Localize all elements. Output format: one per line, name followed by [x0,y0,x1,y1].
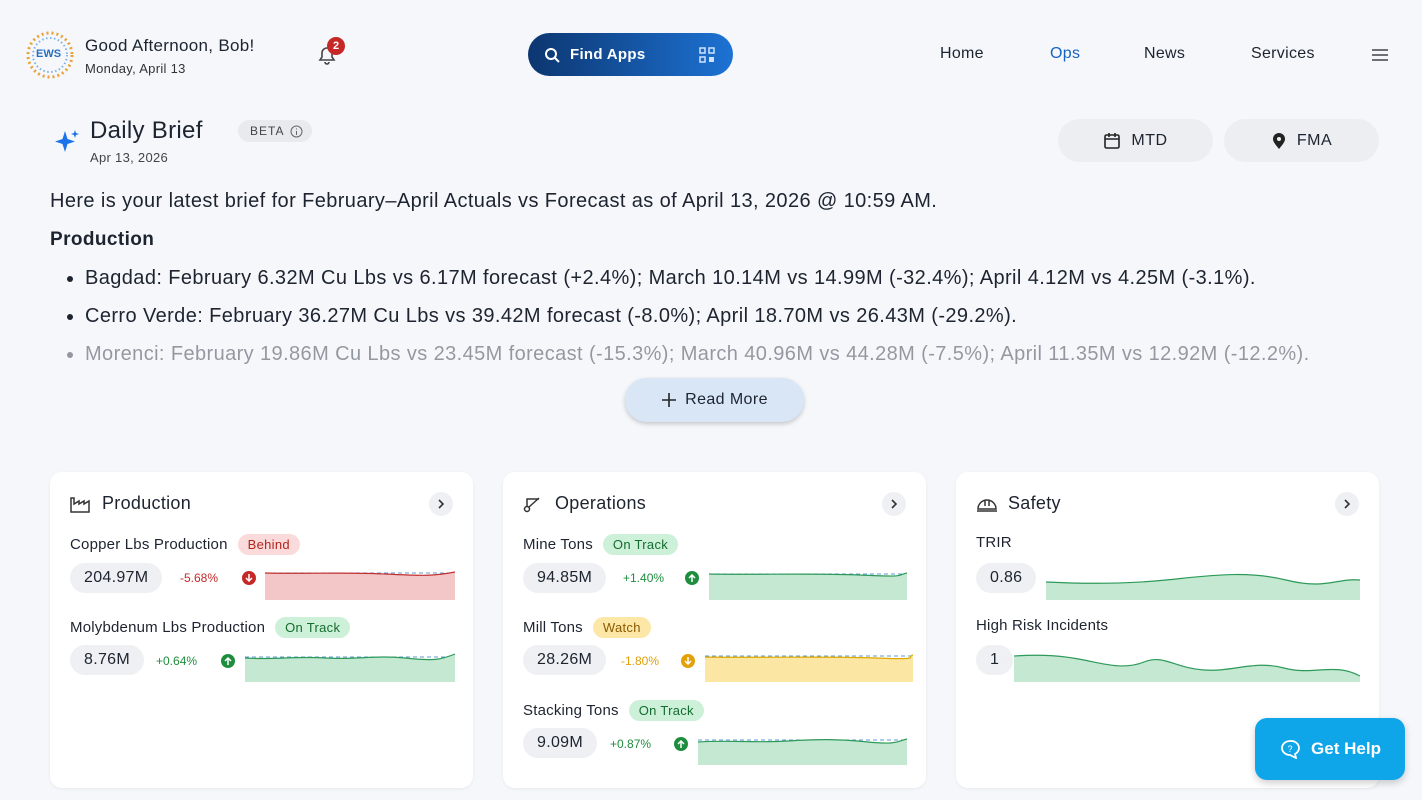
sparkline [265,571,455,600]
greeting: Good Afternoon, Bob! [85,36,255,55]
metric-change: +1.40% [623,571,665,585]
read-more-label: Read More [685,391,768,408]
card-title: Operations [555,493,647,513]
beta-label: BETA [250,124,285,138]
metric-name: TRIR [976,534,1012,551]
chat-icon: ? [1281,740,1300,759]
svg-text:?: ? [1288,744,1293,754]
bullet: Morenci: February 19.86M Cu Lbs vs 23.45… [85,340,1380,369]
sparkline [698,738,907,765]
calendar-icon [1104,132,1121,149]
route-icon [523,497,540,513]
metric-value: 8.76M [70,645,144,675]
date: Monday, April 13 [85,61,186,76]
sparkle-icon [55,130,79,152]
status-badge: On Track [602,534,679,555]
metric-name: Mine Tons On Track [523,534,679,555]
sparkline [245,653,455,682]
logo: EWS [36,48,62,60]
logo-ring [26,31,74,79]
metric-value: 9.09M [523,728,597,758]
nav-link-active[interactable]: Ops [1050,45,1081,62]
metric-label: Stacking Tons [523,702,619,719]
status-badge: On Track [275,617,351,638]
card-title: Production [102,493,192,513]
up-arrow [685,571,699,585]
search-icon [545,47,560,63]
metric-value: 0.86 [976,563,1037,593]
metric-change: -5.68% [180,571,219,585]
card-open[interactable] [882,492,906,516]
qr-icon [699,46,715,63]
metric-name: Molybdenum Lbs Production On Track [70,617,351,638]
bullet: Bagdad: February 6.32M Cu Lbs vs 6.17M f… [85,264,1380,293]
card: Operations Mine Tons On Track 94.85M +1.4… [503,472,926,788]
info-icon[interactable] [290,125,303,138]
find-apps-button[interactable]: Find Apps [528,33,733,76]
metric-value: 1 [976,645,1014,675]
get-help-button[interactable]: ? Get Help [1255,718,1405,780]
sparkline [1046,573,1360,600]
status-badge: On Track [628,700,704,721]
brief-section: Production [50,229,155,250]
status-badge: Behind [237,534,300,555]
metric-name: Mill Tons Watch [523,617,651,638]
helmet-icon [977,499,997,512]
metric-value: 28.26M [523,645,607,675]
card-open[interactable] [1335,492,1359,516]
filter-label: FMA [1296,131,1333,149]
metric-change: +0.64% [156,654,198,668]
brief-title: Daily Brief [90,117,203,144]
sparkline [1014,654,1360,682]
card-open[interactable] [429,492,453,516]
location-icon [1272,132,1285,149]
metric-name: Copper Lbs Production Behind [70,534,300,555]
nav-link[interactable]: Services [1251,45,1315,62]
card: Production Copper Lbs Production Behind 2… [50,472,473,788]
metric-label: Molybdenum Lbs Production [70,619,266,636]
down-arrow [681,654,695,668]
sparkline [705,654,913,682]
read-more-button[interactable]: Read More [625,378,804,422]
down-arrow [242,571,256,585]
plus-icon [662,393,677,407]
notification-badge: 2 [327,37,345,55]
brief-intro: Here is your latest brief for February–A… [50,190,938,212]
metric-change: +0.87% [610,737,652,751]
metric-label: Mill Tons [523,619,583,636]
brief-date: Apr 13, 2026 [90,150,169,165]
metric-name: High Risk Incidents [976,617,1109,634]
bullet: Cerro Verde: February 36.27M Cu Lbs vs 3… [85,302,1380,331]
card-title: Safety [1008,493,1061,513]
brief-bullets: Bagdad: February 6.32M Cu Lbs vs 6.17M f… [50,264,1380,424]
filter-label: MTD [1131,131,1168,149]
menu-icon[interactable] [1371,48,1389,62]
nav-link[interactable]: Home [940,45,984,62]
metric-change: -1.80% [621,654,660,668]
metric-label: Copper Lbs Production [70,536,228,553]
metric-value: 94.85M [523,563,607,593]
status-badge: Watch [592,617,651,638]
nav-link[interactable]: News [1144,45,1186,62]
metric-label: Mine Tons [523,536,593,553]
beta-badge: BETA [238,120,313,142]
up-arrow [674,737,688,751]
get-help-label: Get Help [1311,739,1381,758]
find-apps-label: Find Apps [570,46,646,63]
metric-value: 204.97M [70,563,163,593]
sparkline [709,572,907,600]
factory-icon [70,497,90,513]
metric-name: Stacking Tons On Track [523,700,704,721]
filter-button[interactable]: MTD [1058,119,1213,162]
filter-button[interactable]: FMA [1224,119,1379,162]
up-arrow [221,654,235,668]
